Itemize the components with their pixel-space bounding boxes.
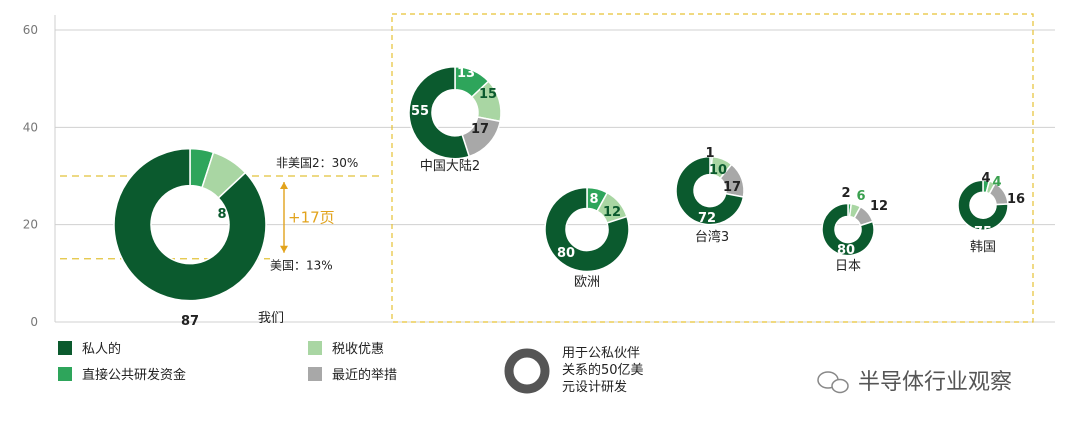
segment-label-direct: 8 bbox=[589, 192, 598, 207]
watermark-text: 半导体行业观察 bbox=[858, 370, 1012, 395]
segment-label-private: 75 bbox=[974, 225, 992, 240]
donut-segment-private bbox=[821, 202, 875, 257]
segment-label-private: 80 bbox=[557, 246, 575, 261]
segment-label-recent: 17 bbox=[723, 180, 741, 195]
segment-label-tax: 10 bbox=[709, 163, 727, 178]
donut-label: 台湾3 bbox=[695, 229, 729, 245]
segment-label-recent: 12 bbox=[870, 199, 888, 214]
legend-swatch-private bbox=[58, 341, 72, 355]
donut-segment-private bbox=[113, 147, 267, 302]
highlight-box bbox=[391, 13, 1034, 323]
y-tick-label: 60 bbox=[23, 23, 38, 37]
legend-label-recent: 最近的举措 bbox=[332, 367, 397, 383]
wechat-icon-secondary bbox=[831, 378, 849, 394]
donut-segment-private bbox=[408, 65, 471, 160]
reference-label-non-us: 非美国2：30% bbox=[276, 156, 358, 170]
segment-label-tax: 15 bbox=[479, 87, 497, 102]
segment-label-private: 55 bbox=[411, 104, 429, 119]
legend-label-tax: 税收优惠 bbox=[332, 342, 384, 357]
segment-label-private: 87 bbox=[181, 314, 199, 329]
segment-label-tax: 12 bbox=[603, 205, 621, 220]
segment-label-recent: 16 bbox=[1007, 192, 1025, 207]
size-legend-text: 元设计研发 bbox=[562, 379, 627, 395]
gap-label: +17页 bbox=[288, 208, 335, 226]
legend-swatch-recent bbox=[308, 367, 322, 381]
segment-label-private: 72 bbox=[698, 211, 716, 226]
size-legend-text: 用于公私伙伴 bbox=[562, 346, 640, 361]
reference-label-us: 美国：13% bbox=[270, 259, 333, 273]
donut-label: 日本 bbox=[835, 259, 861, 274]
segment-label-private: 80 bbox=[837, 243, 855, 258]
segment-label-tax: 6 bbox=[856, 189, 865, 204]
gap-arrow-head-up bbox=[280, 182, 288, 189]
segment-label-tax: 8 bbox=[217, 207, 226, 222]
size-legend-ring bbox=[504, 348, 550, 394]
y-tick-label: 40 bbox=[23, 120, 38, 134]
size-legend-text: 关系的50亿美 bbox=[562, 362, 644, 378]
donut-label: 中国大陆2 bbox=[420, 158, 480, 174]
y-tick-label: 20 bbox=[23, 218, 38, 232]
donut-label: 我们 bbox=[258, 311, 284, 326]
donut-segment-private bbox=[675, 155, 745, 226]
segment-label-direct: 5 bbox=[196, 200, 205, 215]
segment-label-direct: 13 bbox=[457, 66, 475, 81]
legend-swatch-direct bbox=[58, 367, 72, 381]
segment-label-tax: 4 bbox=[992, 175, 1001, 190]
gap-arrow-head-down bbox=[280, 245, 288, 253]
segment-label-recent: 17 bbox=[471, 122, 489, 137]
segment-label-direct: 4 bbox=[981, 171, 990, 186]
donut-segment-private bbox=[544, 186, 630, 273]
donut-segment-private bbox=[957, 179, 1009, 231]
legend-swatch-tax bbox=[308, 341, 322, 355]
segment-label-direct: 1 bbox=[705, 146, 714, 161]
legend-label-private: 私人的 bbox=[82, 341, 121, 357]
donut-label: 欧洲 bbox=[574, 275, 600, 290]
segment-label-direct: 2 bbox=[841, 186, 850, 201]
legend-label-direct: 直接公共研发资金 bbox=[82, 367, 186, 383]
donut-label: 韩国 bbox=[970, 240, 996, 255]
y-tick-label: 0 bbox=[30, 315, 38, 329]
